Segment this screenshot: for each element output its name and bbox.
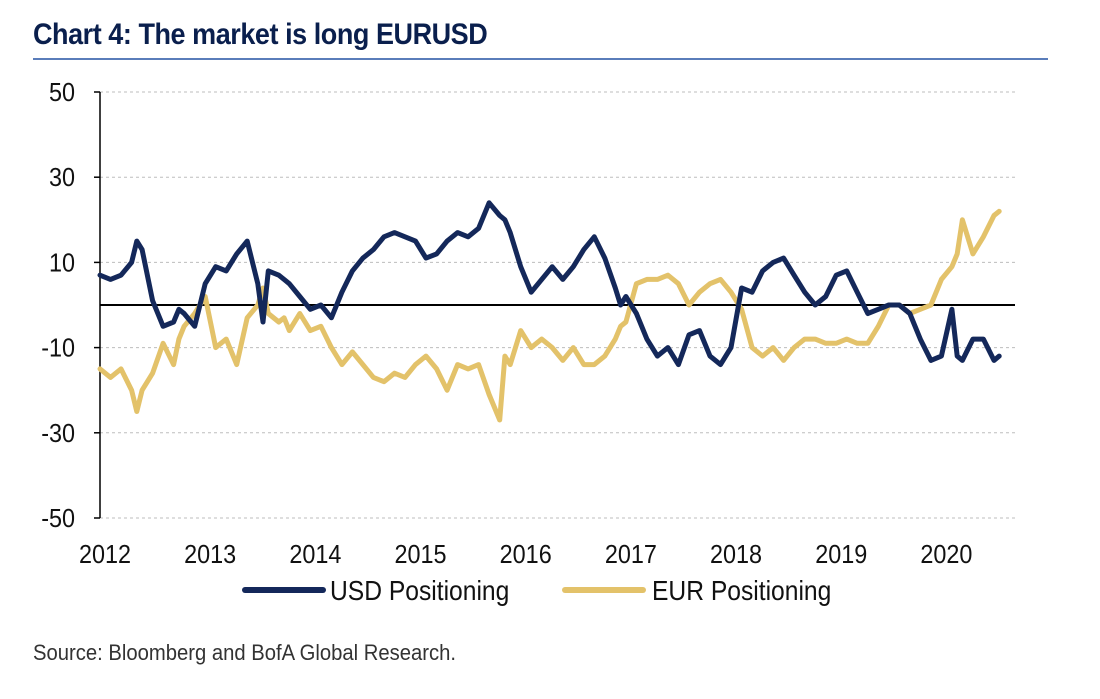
usd-positioning-line [97, 200, 1002, 368]
x-tick-label: 2013 [184, 541, 236, 569]
y-tick-label: -30 [41, 420, 75, 448]
y-tick-label: 10 [49, 249, 75, 277]
x-tick-label: 2014 [289, 541, 341, 569]
chart-svg: 50 30 10 -10 -30 -50 2012 2013 2014 2015 2016 2017… [41, 79, 1015, 607]
y-tick-label: -10 [41, 335, 75, 363]
y-tick-label: 30 [49, 164, 75, 192]
x-tick-label: 2018 [710, 541, 762, 569]
source-note: Source: Bloomberg and BofA Global Resear… [33, 640, 457, 665]
chart-title: Chart 4: The market is long EURUSD [33, 18, 488, 51]
x-axis: 2012 2013 2014 2015 2016 2017 2018 2019 2020 [79, 304, 1015, 569]
legend-usd-label: USD Positioning [330, 575, 509, 607]
legend-eur-label: EUR Positioning [652, 575, 831, 607]
legend: USD Positioning EUR Positioning [242, 575, 831, 607]
x-tick-label: 2017 [605, 541, 657, 569]
y-axis: 50 30 10 -10 -30 -50 [41, 79, 101, 533]
y-tick-label: 50 [49, 79, 75, 107]
x-tick-label: 2020 [920, 541, 972, 569]
x-tick-label: 2015 [395, 541, 447, 569]
x-tick-label: 2012 [79, 541, 131, 569]
eur-positioning-line [97, 208, 1002, 423]
x-tick-label: 2019 [815, 541, 867, 569]
y-tick-label: -50 [41, 505, 75, 533]
title-divider [33, 58, 1048, 60]
x-tick-label: 2016 [500, 541, 552, 569]
series-lines [97, 200, 1002, 423]
